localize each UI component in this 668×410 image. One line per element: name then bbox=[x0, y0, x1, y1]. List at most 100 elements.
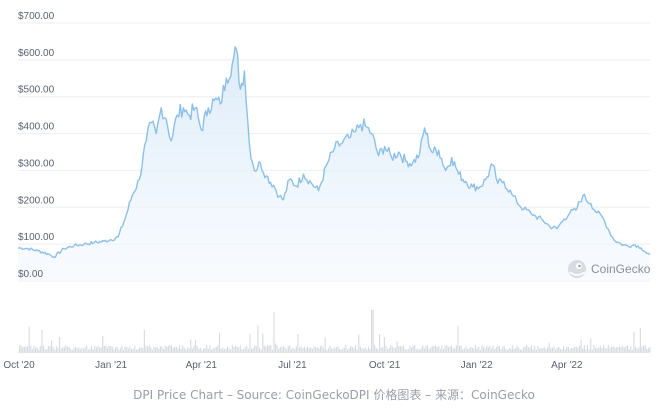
volume-bar bbox=[292, 347, 294, 352]
volume-bar bbox=[553, 346, 555, 352]
volume-bar bbox=[433, 345, 435, 352]
volume-bar bbox=[102, 335, 104, 352]
volume-bar bbox=[164, 346, 166, 352]
volume-bar bbox=[649, 347, 651, 352]
volume-bar bbox=[635, 346, 637, 352]
volume-bar bbox=[79, 349, 81, 352]
volume-bar bbox=[75, 347, 77, 352]
volume-bar bbox=[399, 346, 401, 352]
volume-bar bbox=[451, 345, 453, 352]
volume-bar bbox=[238, 347, 240, 352]
volume-bar bbox=[363, 349, 365, 352]
volume-bar bbox=[476, 348, 478, 352]
volume-bar bbox=[582, 348, 584, 352]
volume-bar bbox=[438, 346, 440, 352]
volume-bar bbox=[403, 345, 405, 352]
volume-bar bbox=[252, 347, 254, 352]
volume-bar bbox=[230, 349, 232, 352]
volume-bar bbox=[38, 349, 40, 352]
volume-bar bbox=[436, 347, 438, 352]
volume-bar bbox=[489, 345, 491, 352]
x-tick-label: Oct '21 bbox=[369, 360, 401, 371]
volume-bar bbox=[524, 346, 526, 352]
volume-bar bbox=[374, 345, 376, 352]
volume-bar bbox=[84, 347, 86, 352]
volume-bar bbox=[308, 348, 310, 352]
volume-bar bbox=[187, 347, 189, 352]
volume-bar bbox=[55, 346, 57, 352]
volume-bar bbox=[60, 348, 62, 352]
volume-bar bbox=[526, 345, 528, 352]
volume-bar bbox=[409, 345, 411, 352]
volume-bar bbox=[471, 347, 473, 352]
volume-bar bbox=[223, 349, 225, 352]
volume-bar bbox=[283, 346, 285, 352]
volume-bar bbox=[135, 349, 137, 352]
volume-bar bbox=[118, 349, 120, 352]
volume-bar bbox=[275, 343, 277, 352]
volume-bar bbox=[116, 346, 118, 352]
volume-bar bbox=[291, 349, 293, 352]
volume-bar bbox=[534, 345, 536, 352]
volume-bar bbox=[572, 348, 574, 352]
volume-bar bbox=[431, 346, 433, 352]
volume-bar bbox=[196, 346, 198, 352]
volume-bar bbox=[521, 349, 523, 352]
volume-bar bbox=[287, 346, 289, 352]
volume-bar bbox=[179, 345, 181, 352]
volume-bar bbox=[262, 333, 264, 352]
volume-bar bbox=[217, 345, 219, 352]
volume-bar bbox=[86, 345, 88, 352]
y-tick-label: $500.00 bbox=[18, 85, 55, 96]
volume-bar bbox=[233, 347, 235, 352]
volume-bar bbox=[81, 347, 83, 352]
volume-bar bbox=[22, 347, 24, 352]
volume-bar bbox=[356, 349, 358, 352]
volume-bar bbox=[91, 346, 93, 352]
volume-bar bbox=[65, 345, 67, 352]
volume-bar bbox=[127, 348, 129, 352]
volume-bar bbox=[124, 346, 126, 352]
volume-bar bbox=[215, 347, 217, 352]
volume-bar bbox=[31, 349, 33, 352]
volume-bar bbox=[316, 347, 318, 352]
x-tick-label: Apr '21 bbox=[186, 360, 218, 371]
volume-bar bbox=[303, 346, 305, 352]
y-tick-label: $100.00 bbox=[18, 232, 55, 243]
volume-bar bbox=[630, 346, 632, 352]
volume-bar bbox=[535, 349, 537, 352]
volume-bar bbox=[159, 346, 161, 352]
volume-bar bbox=[619, 346, 621, 352]
volume-bar bbox=[334, 347, 336, 352]
volume-bar bbox=[247, 349, 249, 352]
volume-bar bbox=[510, 349, 512, 352]
volume-bar bbox=[411, 347, 413, 352]
volume-bar bbox=[70, 349, 72, 352]
volume-bar bbox=[236, 346, 238, 352]
y-tick-label: $400.00 bbox=[18, 122, 55, 133]
x-tick-label: Oct '20 bbox=[3, 360, 35, 371]
volume-bar bbox=[25, 346, 27, 352]
volume-bar bbox=[231, 345, 233, 352]
volume-bar bbox=[94, 345, 96, 352]
volume-bar bbox=[487, 347, 489, 352]
volume-bar bbox=[115, 347, 117, 352]
volume-bar bbox=[644, 344, 646, 352]
volume-bar bbox=[460, 345, 462, 352]
volume-bar bbox=[545, 349, 547, 352]
volume-bar bbox=[561, 349, 563, 352]
volume-bar bbox=[495, 347, 497, 352]
volume-bar bbox=[340, 349, 342, 352]
volume-bar bbox=[463, 348, 465, 352]
volume-bar bbox=[599, 346, 601, 352]
volume-bar bbox=[486, 345, 488, 352]
volume-bar bbox=[92, 349, 94, 352]
volume-bar bbox=[177, 348, 179, 352]
volume-bar bbox=[119, 348, 121, 352]
volume-bar bbox=[628, 349, 630, 352]
volume-bar bbox=[167, 346, 169, 352]
volume-bar bbox=[198, 348, 200, 352]
volume-bar bbox=[579, 345, 581, 352]
volume-bar bbox=[23, 347, 25, 352]
volume-bar bbox=[470, 346, 472, 352]
